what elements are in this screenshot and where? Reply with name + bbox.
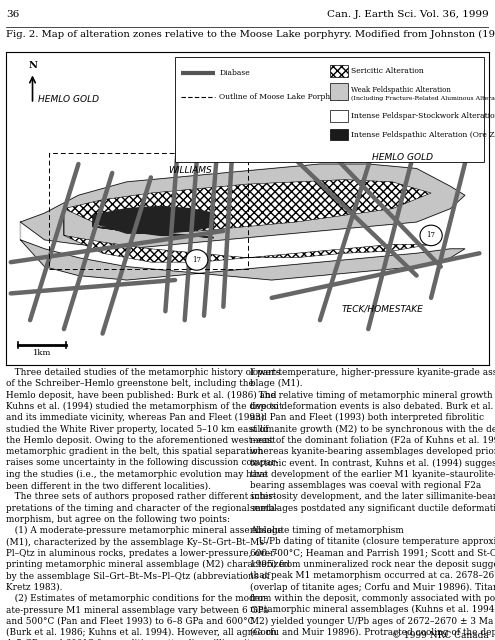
Bar xyxy=(175,57,484,162)
Bar xyxy=(330,129,348,140)
Bar xyxy=(330,65,348,77)
Text: (Including Fracture-Related Aluminous Alteration): (Including Fracture-Related Aluminous Al… xyxy=(351,95,495,100)
Text: Weak Feldspathic Alteration: Weak Feldspathic Alteration xyxy=(351,86,451,93)
Circle shape xyxy=(186,250,208,270)
Text: WILLIAMS: WILLIAMS xyxy=(168,166,211,175)
Text: Intense Feldspar-Stockwork Alteration: Intense Feldspar-Stockwork Alteration xyxy=(351,112,495,120)
Text: Intense Feldspathic Alteration (Ore Zone): Intense Feldspathic Alteration (Ore Zone… xyxy=(351,131,495,139)
Text: lower-temperature, higher-pressure kyanite-grade assem-
blage (M1).
   The relat: lower-temperature, higher-pressure kyani… xyxy=(250,368,495,640)
Text: N: N xyxy=(28,61,37,70)
Text: 17: 17 xyxy=(427,232,436,239)
Text: Sericitic Alteration: Sericitic Alteration xyxy=(351,67,424,76)
Text: HEMLO GOLD: HEMLO GOLD xyxy=(38,95,99,104)
Text: Can. J. Earth Sci. Vol. 36, 1999: Can. J. Earth Sci. Vol. 36, 1999 xyxy=(327,10,489,19)
Text: Outline of Moose Lake Porphyry: Outline of Moose Lake Porphyry xyxy=(219,93,343,101)
Text: 36: 36 xyxy=(6,10,19,19)
Text: HEMLO GOLD: HEMLO GOLD xyxy=(372,152,433,161)
Polygon shape xyxy=(64,180,431,262)
Polygon shape xyxy=(93,207,214,237)
Text: Diabase: Diabase xyxy=(219,68,250,77)
Text: 1km: 1km xyxy=(33,349,51,357)
Bar xyxy=(330,83,348,100)
Polygon shape xyxy=(20,164,465,280)
Bar xyxy=(330,110,348,122)
Text: Fig. 2. Map of alteration zones relative to the Moose Lake porphyry. Modified fr: Fig. 2. Map of alteration zones relative… xyxy=(6,29,495,38)
Text: Three detailed studies of the metamorphic history of parts
of the Schreiber–Heml: Three detailed studies of the metamorphi… xyxy=(6,368,290,640)
Text: TECK/HOMESTAKE: TECK/HOMESTAKE xyxy=(342,304,424,313)
Text: © 1999 NRC Canada: © 1999 NRC Canada xyxy=(393,631,489,640)
Text: 17: 17 xyxy=(192,256,201,264)
Circle shape xyxy=(420,225,442,246)
